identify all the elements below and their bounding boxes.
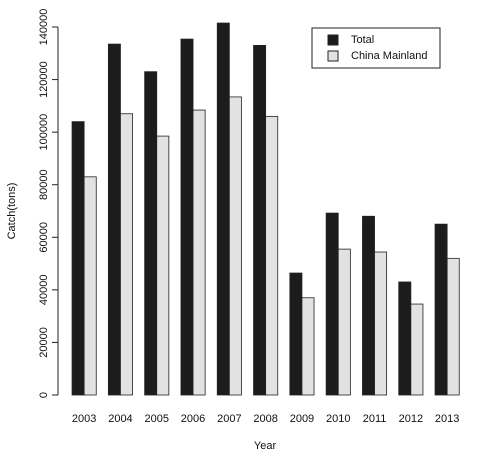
y-tick-label: 100000 — [38, 114, 50, 151]
y-tick-label: 140000 — [38, 9, 50, 46]
y-tick-label: 120000 — [38, 61, 50, 98]
y-axis-title: Catch(tons) — [6, 183, 18, 240]
bar — [253, 45, 267, 396]
x-tick-label: 2012 — [399, 413, 423, 425]
bar — [180, 38, 194, 396]
legend-label: China Mainland — [351, 50, 427, 62]
bar — [289, 272, 303, 396]
bar — [434, 223, 448, 396]
bar — [120, 113, 133, 396]
x-tick-label: 2008 — [253, 413, 277, 425]
bar — [374, 251, 388, 396]
bar — [398, 281, 412, 396]
bar — [216, 22, 230, 396]
x-axis-title: Year — [254, 440, 277, 452]
bar — [156, 135, 170, 396]
y-tick-label: 40000 — [38, 275, 50, 306]
x-tick-label: 2013 — [435, 413, 459, 425]
y-tick-label: 20000 — [38, 327, 50, 358]
bar — [144, 71, 158, 396]
x-tick-label: 2007 — [217, 413, 241, 425]
bar — [265, 115, 279, 396]
y-tick-label: 80000 — [38, 169, 50, 200]
y-tick-label: 0 — [38, 392, 50, 398]
bar — [410, 303, 424, 396]
x-tick-label: 2005 — [145, 413, 169, 425]
bar — [446, 257, 460, 396]
legend-swatch — [327, 34, 339, 46]
bar — [301, 297, 315, 396]
legend: Total China Mainland — [311, 27, 441, 69]
x-tick-label: 2004 — [108, 413, 132, 425]
bar — [71, 121, 85, 396]
bar — [107, 43, 121, 396]
y-tick-label: 60000 — [38, 222, 50, 253]
x-tick-label: 2006 — [181, 413, 205, 425]
bar — [192, 109, 206, 396]
bar — [325, 212, 339, 396]
legend-box — [311, 27, 441, 69]
x-tick-label: 2003 — [72, 413, 96, 425]
x-tick-label: 2011 — [363, 413, 387, 425]
x-tick-label: 2010 — [326, 413, 350, 425]
legend-swatch — [327, 50, 339, 62]
bar — [362, 215, 375, 396]
legend-label: Total — [351, 34, 374, 46]
bar — [228, 96, 242, 396]
x-tick-label: 2009 — [290, 413, 314, 425]
bar — [83, 176, 97, 396]
bar — [337, 248, 351, 396]
